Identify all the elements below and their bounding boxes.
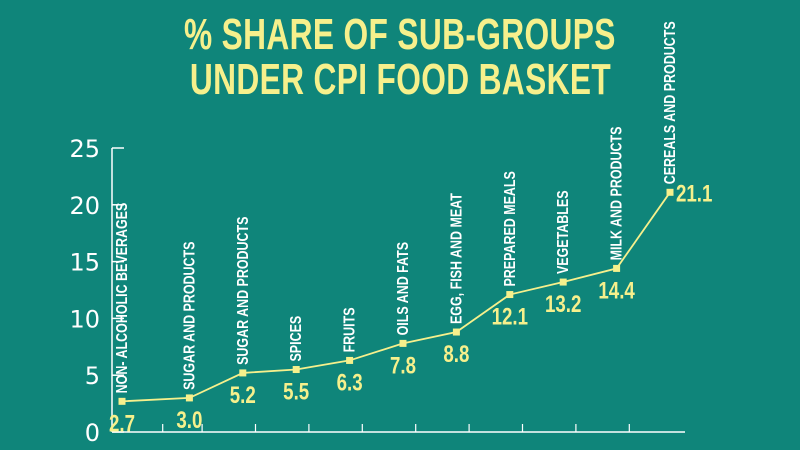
data-label: 5.5 [283,378,309,405]
data-label: 21.1 [676,180,712,207]
data-point [559,278,567,286]
data-point [118,397,126,405]
data-point [613,264,621,272]
data-point [239,369,247,377]
category-label: VEGETABLES [555,190,573,274]
y-tick-label: 10 [69,305,100,333]
data-label: 2.7 [109,410,135,437]
data-label: 7.8 [390,352,416,379]
category-label: SPICES [288,316,306,362]
category-label: PREPARED MEALS [501,171,519,286]
data-point [452,328,460,336]
data-label: 14.4 [598,277,634,304]
chart-title-text: % SHARE OF SUB-GROUPS [184,10,616,59]
data-label: 5.2 [230,382,256,409]
data-label: 3.0 [176,407,202,434]
y-tick-label: 20 [69,192,100,220]
category-label: NON- ALCOHOLIC BEVERAGES [114,203,132,394]
category-label: MILK AND PRODUCTS [608,127,626,261]
y-tick-label: 5 [85,362,100,390]
data-point [399,339,407,347]
y-tick-label: 0 [85,419,100,447]
data-point [506,291,514,299]
y-tick-label: 25 [69,135,100,163]
data-point [666,188,674,196]
data-label: 13.2 [545,291,581,318]
y-tick-label: 15 [69,249,100,277]
category-label: OILS AND FATS [395,242,413,335]
category-label: EGG, FISH AND MEAT [448,193,466,324]
category-label: CEREALS AND PRODUCTS [662,21,680,184]
data-point [292,366,300,374]
data-label: 8.8 [443,341,469,368]
data-label: 6.3 [337,369,363,396]
chart-title-line-2: UNDER CPI FOOD BASKET [0,57,800,103]
category-label: SUGAR AND PRODUCTS [181,242,199,390]
data-point [346,356,354,364]
data-point [185,394,193,402]
chart-title-text: UNDER CPI FOOD BASKET [189,55,611,104]
category-label: SUGAR AND PRODUCTS [234,217,252,365]
category-label: FRUITS [341,307,359,352]
data-label: 12.1 [492,303,528,330]
chart-title-line-1: % SHARE OF SUB-GROUPS [0,12,800,58]
